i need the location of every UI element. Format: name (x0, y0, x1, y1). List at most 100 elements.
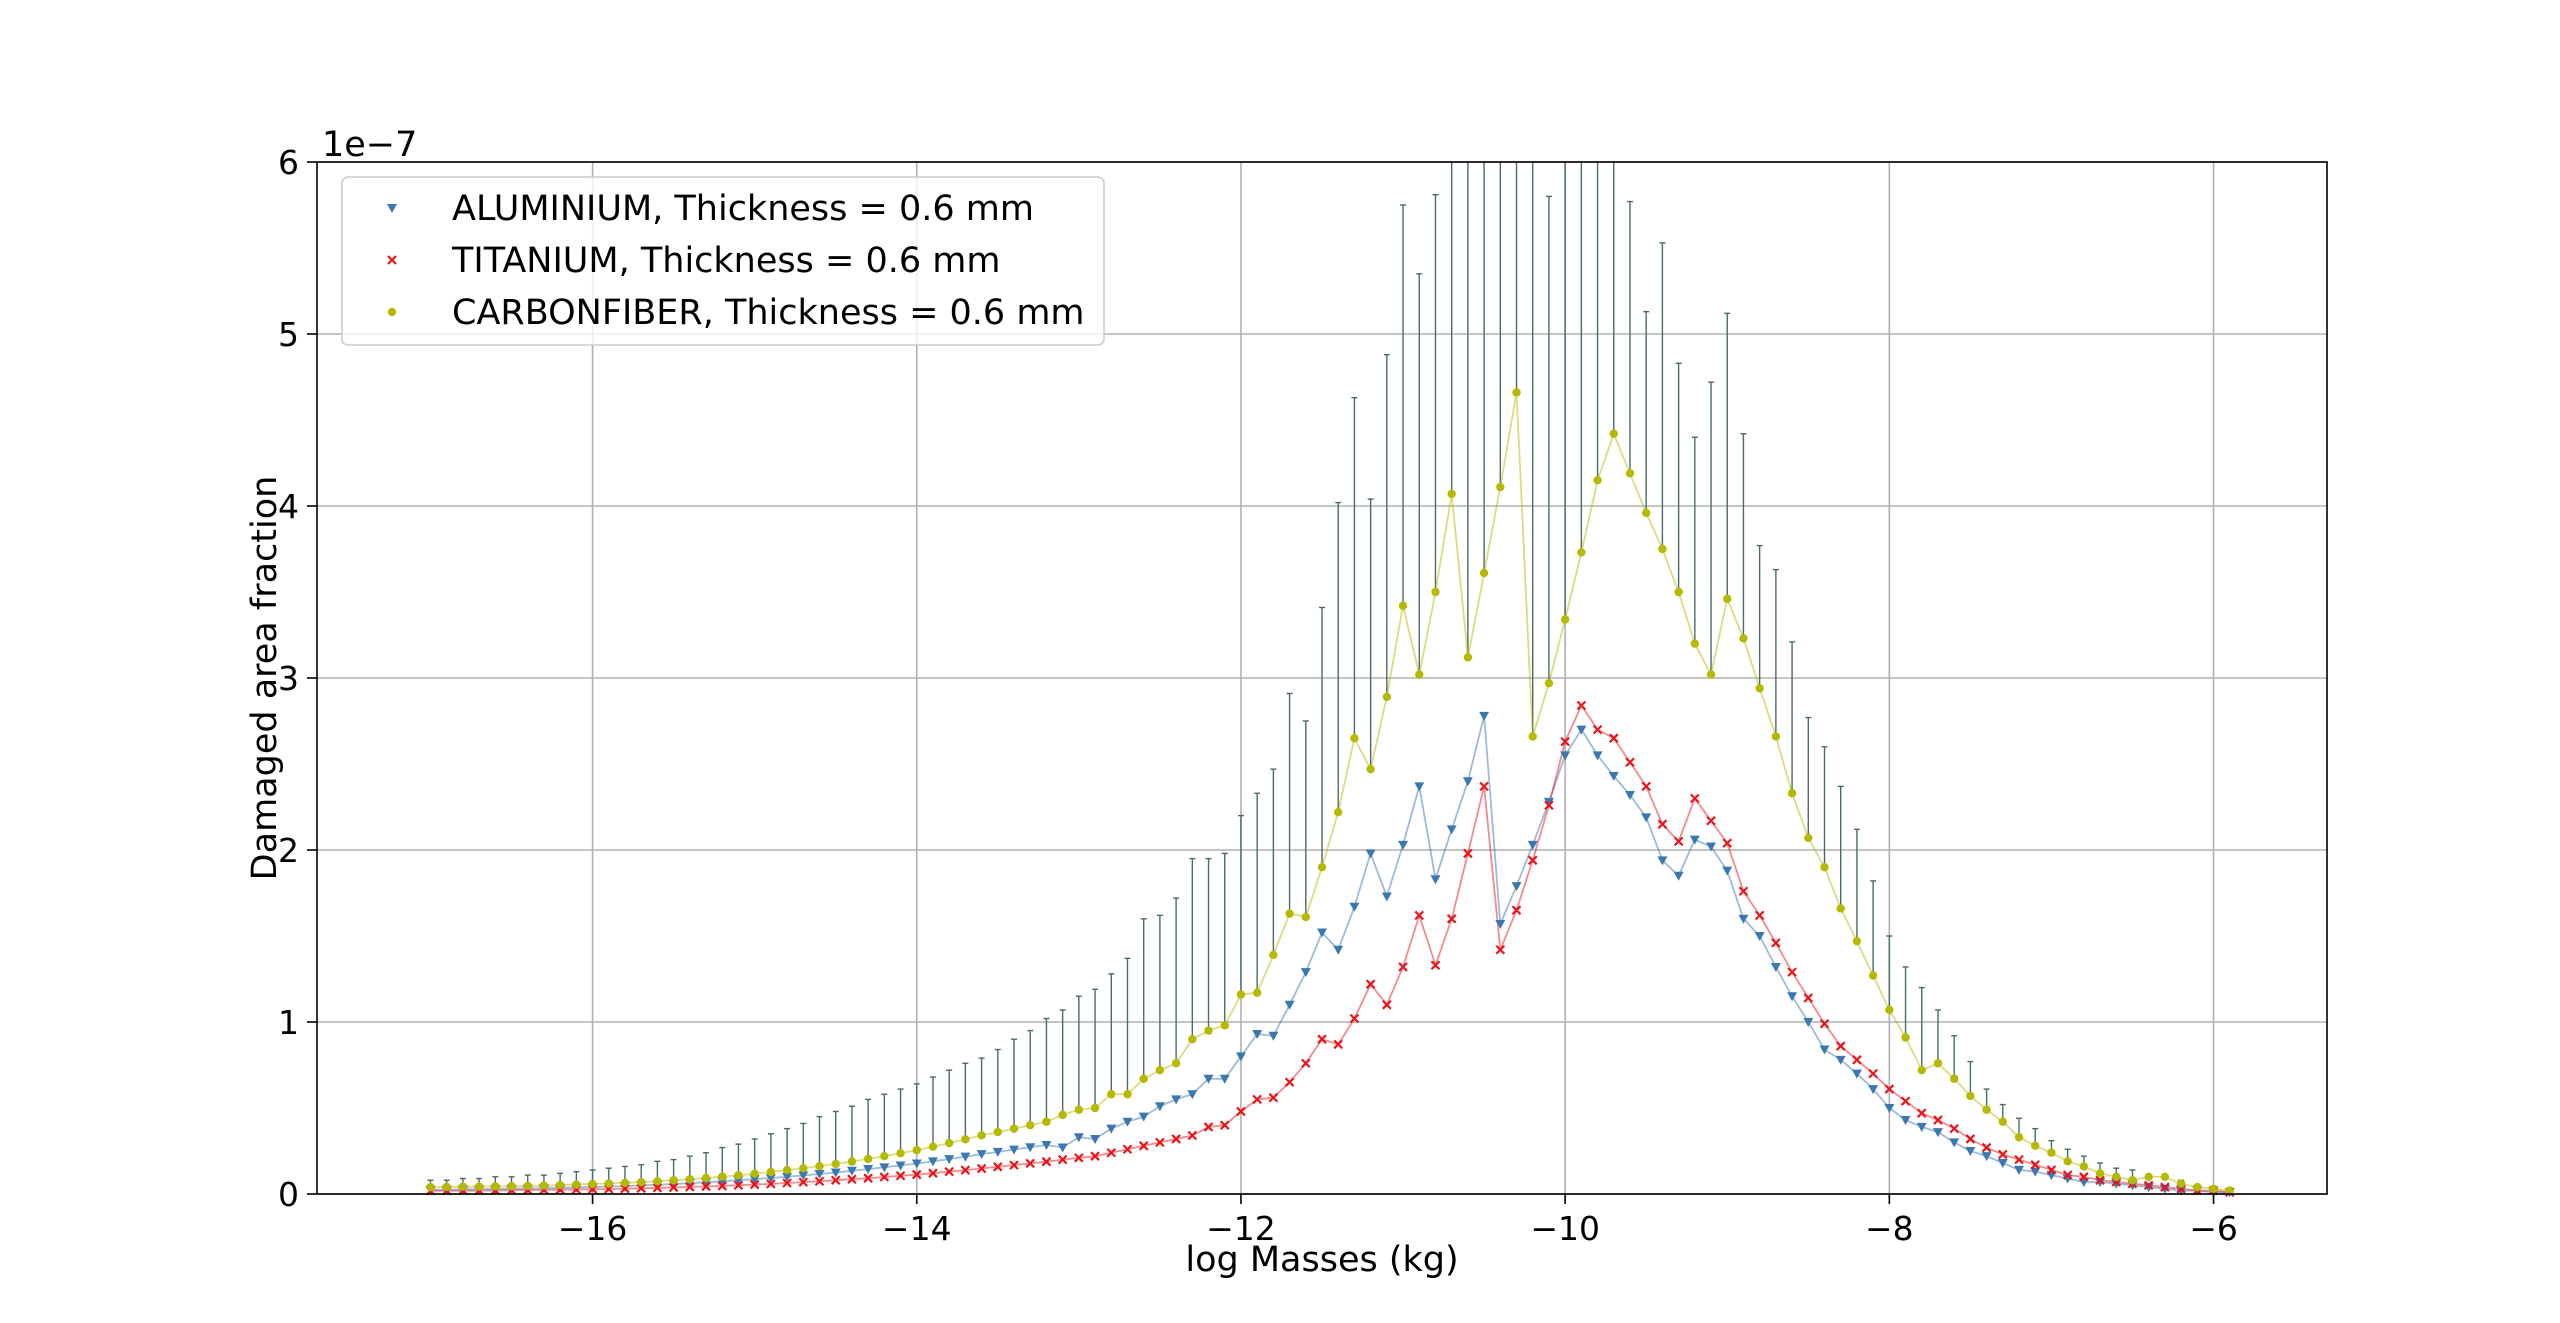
series-0-point-63 (1446, 825, 1457, 835)
x-axis-label: log Masses (kg) (1185, 1240, 1458, 1280)
series-1-point-14 (652, 1183, 663, 1193)
series-0-point-104 (2111, 1179, 2122, 1189)
series-2-point-6 (523, 1181, 532, 1191)
series-2-point-62 (1431, 587, 1440, 597)
series-0-point-29 (895, 1161, 906, 1171)
series-1-point-78 (1690, 793, 1700, 804)
series-2-point-9 (572, 1180, 581, 1189)
series-2-point-106 (2144, 1172, 2153, 1182)
series-line-2 (430, 392, 2230, 1192)
series-2-point-90 (1885, 1005, 1894, 1015)
series-1-point-66 (1495, 944, 1506, 955)
series-2-point-22 (782, 1165, 792, 1175)
series-1-point-61 (1414, 910, 1425, 921)
series-1-point-80 (1722, 838, 1733, 848)
series-1-point-84 (1787, 967, 1797, 977)
series-0-point-35 (992, 1147, 1003, 1157)
series-0-point-76 (1657, 856, 1668, 866)
series-1-point-103 (2095, 1175, 2105, 1186)
series-1-point-15 (668, 1182, 679, 1193)
legend-marker-1 (387, 255, 397, 265)
y-axis-label: Damaged area fraction (245, 476, 285, 881)
series-1-point-16 (685, 1182, 695, 1192)
series-0-point-64 (1462, 777, 1473, 787)
series-0-point-94 (1949, 1138, 1960, 1148)
series-1-point-102 (2079, 1172, 2089, 1182)
series-2-point-91 (1901, 1033, 1910, 1042)
series-1-point-49 (1219, 1120, 1230, 1130)
series-1-point-57 (1349, 1013, 1360, 1024)
series-0-point-30 (911, 1159, 922, 1169)
series-1-point-96 (1981, 1142, 1992, 1153)
series-2-point-57 (1350, 734, 1359, 743)
series-1-point-13 (636, 1183, 646, 1194)
series-1-point-51 (1252, 1094, 1262, 1105)
series-2-point-46 (1171, 1059, 1181, 1068)
series-1-point-59 (1382, 1000, 1392, 1010)
series-0-point-70 (1560, 751, 1571, 761)
series-2-point-83 (1771, 732, 1781, 741)
series-2-point-0 (426, 1182, 435, 1192)
series-0-point-47 (1187, 1090, 1198, 1100)
series-1-point-43 (1122, 1144, 1133, 1155)
series-1-point-39 (1057, 1154, 1068, 1165)
series-0-point-57 (1349, 902, 1360, 912)
series-1-point-91 (1900, 1096, 1911, 1106)
series-0-point-85 (1803, 1018, 1814, 1027)
series-0-point-90 (1884, 1104, 1895, 1113)
series-2-point-107 (2160, 1172, 2170, 1182)
x-tick-label-0: −16 (558, 1209, 628, 1248)
series-0-point-39 (1057, 1143, 1068, 1153)
series-1-point-71 (1576, 700, 1587, 711)
series-1-point-60 (1398, 962, 1408, 972)
series-0-point-69 (1543, 797, 1554, 807)
series-1-point-106 (2143, 1180, 2154, 1191)
series-0-point-49 (1219, 1074, 1230, 1084)
series-1-point-54 (1301, 1058, 1311, 1069)
series-2-point-29 (896, 1149, 905, 1158)
series-0-point-84 (1787, 992, 1798, 1002)
series-0-point-108 (2176, 1186, 2187, 1196)
series-2-point-108 (2176, 1179, 2186, 1188)
series-0-point-96 (1981, 1152, 1992, 1162)
series-0-point-62 (1430, 875, 1441, 885)
series-1-point-73 (1608, 733, 1619, 743)
series-0-point-55 (1317, 928, 1327, 938)
series-2-point-56 (1334, 807, 1343, 817)
series-2-point-39 (1058, 1110, 1067, 1120)
series-1-point-77 (1673, 836, 1684, 847)
legend-label-1: TITANIUM, Thickness = 0.6 mm (451, 241, 1000, 281)
series-1-point-97 (1998, 1149, 2008, 1160)
series-2-point-84 (1787, 789, 1797, 798)
series-2-point-86 (1820, 863, 1829, 872)
series-1-point-27 (863, 1173, 873, 1183)
series-2-point-10 (588, 1179, 597, 1189)
series-0-point-67 (1511, 882, 1522, 892)
series-0-point-24 (814, 1170, 825, 1180)
series-2-point-74 (1625, 469, 1635, 478)
series-markers (425, 388, 2235, 1198)
series-2-point-52 (1269, 950, 1278, 960)
series-0-point-41 (1090, 1134, 1101, 1144)
series-0-point-87 (1835, 1055, 1846, 1065)
series-2-point-42 (1107, 1090, 1116, 1099)
legend: ALUMINIUM, Thickness = 0.6 mm TITANIUM, T… (341, 176, 1105, 346)
series-2-point-15 (669, 1176, 678, 1185)
series-2-point-45 (1155, 1065, 1165, 1075)
series-2-point-73 (1609, 429, 1618, 438)
series-2-point-88 (1852, 936, 1862, 946)
series-0-point-23 (798, 1171, 809, 1181)
series-2-point-85 (1804, 833, 1813, 843)
series-2-point-65 (1479, 568, 1489, 578)
y-offset-text: 1e−7 (322, 125, 417, 165)
series-2-point-24 (815, 1161, 824, 1171)
y-tick-label-3: 3 (278, 659, 299, 698)
series-1-point-58 (1365, 979, 1376, 989)
series-1-point-50 (1236, 1106, 1246, 1117)
series-2-point-76 (1658, 544, 1667, 554)
series-2-point-44 (1139, 1074, 1148, 1083)
series-0-point-28 (879, 1163, 890, 1173)
series-1-point-33 (960, 1165, 971, 1175)
series-1-point-52 (1268, 1092, 1279, 1103)
series-1-point-79 (1706, 815, 1716, 826)
